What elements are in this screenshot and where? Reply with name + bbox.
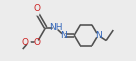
Text: NH: NH	[49, 23, 62, 32]
Text: O: O	[21, 38, 28, 47]
Circle shape	[35, 40, 39, 45]
Circle shape	[26, 40, 31, 45]
Text: O: O	[33, 38, 41, 47]
Circle shape	[61, 33, 66, 38]
Circle shape	[52, 25, 59, 31]
Text: O: O	[33, 4, 41, 13]
Text: N: N	[95, 31, 101, 40]
Circle shape	[96, 33, 100, 38]
Circle shape	[34, 10, 40, 16]
Text: N: N	[60, 31, 67, 40]
